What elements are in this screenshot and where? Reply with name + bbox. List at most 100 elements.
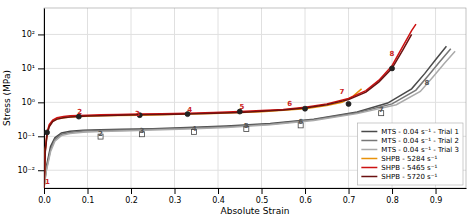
- x-axis-tick-label: 0.5: [256, 196, 269, 205]
- marker-group: [45, 66, 395, 135]
- y-grid-line: [44, 68, 466, 69]
- x-grid-line: [87, 8, 88, 188]
- legend-swatch: [361, 158, 377, 160]
- x-axis-tick-label: 0.0: [38, 196, 51, 205]
- y-axis-tick-mark: [38, 68, 44, 69]
- x-axis-tick: 0.7: [343, 188, 356, 205]
- annotation: 6: [298, 118, 303, 126]
- y-axis-tick: 10¹: [22, 64, 44, 73]
- x-axis-tick-label: 0.8: [386, 196, 399, 205]
- annotation: 8: [390, 50, 395, 58]
- annotation: 5: [240, 103, 245, 111]
- series-line: [44, 34, 412, 188]
- x-axis-tick: 0.0: [38, 188, 51, 205]
- y-axis-tick: 10⁻²: [17, 166, 44, 175]
- x-axis-tick-mark: [44, 188, 45, 194]
- x-axis-tick: 0.1: [82, 188, 95, 205]
- x-axis-title: Absolute Strain: [221, 206, 290, 216]
- y-axis-tick: 10⁻¹: [17, 132, 44, 141]
- legend-label: SHPB - 5284 s⁻¹: [381, 155, 437, 163]
- x-axis-tick: 0.9: [430, 188, 443, 205]
- x-axis-tick-label: 0.9: [430, 196, 443, 205]
- x-grid-line: [305, 8, 306, 188]
- y-axis-tick-mark: [38, 34, 44, 35]
- y-axis: 10⁻² 10⁻¹ 10⁰ 10¹ 10²: [17, 9, 44, 189]
- series-line: [44, 89, 362, 188]
- legend-label: MTS - 0.04 s⁻¹ - Trial 1: [381, 128, 459, 136]
- x-axis-tick-mark: [436, 188, 437, 194]
- y-axis-tick: 10⁰: [22, 98, 44, 107]
- series-line: [44, 51, 455, 188]
- legend-label: MTS - 0.04 s⁻¹ - Trial 3: [381, 146, 459, 154]
- x-axis-tick-mark: [131, 188, 132, 194]
- annotation: 7: [340, 88, 345, 96]
- y-axis-tick-label: 10⁰: [22, 98, 35, 107]
- x-axis-tick-mark: [88, 188, 89, 194]
- legend-swatch: [361, 149, 377, 151]
- x-axis-tick: 0.4: [212, 188, 225, 205]
- legend-label: SHPB - 5465 s⁻¹: [381, 164, 437, 172]
- marker: [303, 106, 308, 111]
- x-axis-tick-mark: [305, 188, 306, 194]
- y-axis-tick-label: 10⁻²: [17, 166, 35, 175]
- x-axis-tick: 0.3: [169, 188, 182, 205]
- y-axis-tick-mark: [38, 170, 44, 171]
- annotation: 3: [139, 127, 144, 135]
- plot-frame: [44, 8, 466, 188]
- legend-swatch: [361, 131, 377, 133]
- legend-swatch: [361, 167, 377, 169]
- x-grid-line: [261, 8, 262, 188]
- annotation: 7: [379, 106, 384, 114]
- annotation: 2: [77, 108, 82, 116]
- legend-label: MTS - 0.04 s⁻¹ - Trial 2: [381, 137, 459, 145]
- y-axis-tick-label: 10²: [22, 30, 35, 39]
- y-axis-tick-label: 10¹: [22, 64, 35, 73]
- annotation: 4: [192, 125, 197, 133]
- grid: [44, 8, 466, 188]
- annotation: 1: [45, 178, 50, 186]
- series-line: [44, 49, 451, 188]
- y-axis-tick: 10²: [22, 30, 44, 39]
- y-axis-tick-mark: [38, 102, 44, 103]
- x-axis-tick: 0.6: [299, 188, 312, 205]
- annotation: 2: [98, 130, 103, 138]
- x-grid-line: [218, 8, 219, 188]
- annotation: 6: [287, 100, 292, 108]
- x-axis-tick: 0.5: [256, 188, 269, 205]
- marker: [390, 66, 395, 71]
- annotation: 5: [244, 122, 249, 130]
- marker-group: [98, 111, 384, 139]
- annotation: 3: [135, 110, 140, 118]
- x-axis-tick-label: 0.2: [125, 196, 138, 205]
- series-line: [44, 46, 446, 188]
- x-axis-tick: 0.2: [125, 188, 138, 205]
- x-axis-tick-label: 0.6: [299, 196, 312, 205]
- x-axis-tick-mark: [392, 188, 393, 194]
- x-axis-tick: 0.8: [386, 188, 399, 205]
- marker: [346, 101, 351, 106]
- y-axis-tick-label: 10⁻¹: [17, 132, 35, 141]
- x-axis-tick-mark: [262, 188, 263, 194]
- y-axis-title: Stress (MPa): [2, 70, 12, 126]
- x-axis-tick-mark: [218, 188, 219, 194]
- x-axis-tick-label: 0.1: [82, 196, 95, 205]
- legend-swatch: [361, 176, 377, 178]
- marker: [45, 130, 50, 135]
- x-axis-tick-mark: [349, 188, 350, 194]
- x-axis: 0.0 0.1 0.2 0.3 0.4 0.5 0.6 0.7 0.8 0.9: [38, 188, 466, 205]
- x-axis-tick-mark: [175, 188, 176, 194]
- x-grid-line: [131, 8, 132, 188]
- legend-swatch: [361, 140, 377, 142]
- plot-marks: [44, 24, 455, 188]
- annotation: 8: [424, 79, 429, 87]
- x-axis-tick-label: 0.4: [212, 196, 225, 205]
- y-axis-tick-mark: [38, 136, 44, 137]
- x-axis-line: [45, 188, 467, 189]
- y-grid-line: [44, 34, 466, 35]
- x-grid-line: [174, 8, 175, 188]
- x-axis-tick-label: 0.7: [343, 196, 356, 205]
- annotation: 4: [187, 106, 192, 114]
- legend-box: [357, 123, 463, 185]
- x-axis-tick-label: 0.3: [169, 196, 182, 205]
- chart: 0.00.10.20.30.40.50.60.70.80.910⁻²10⁻¹10…: [0, 0, 474, 218]
